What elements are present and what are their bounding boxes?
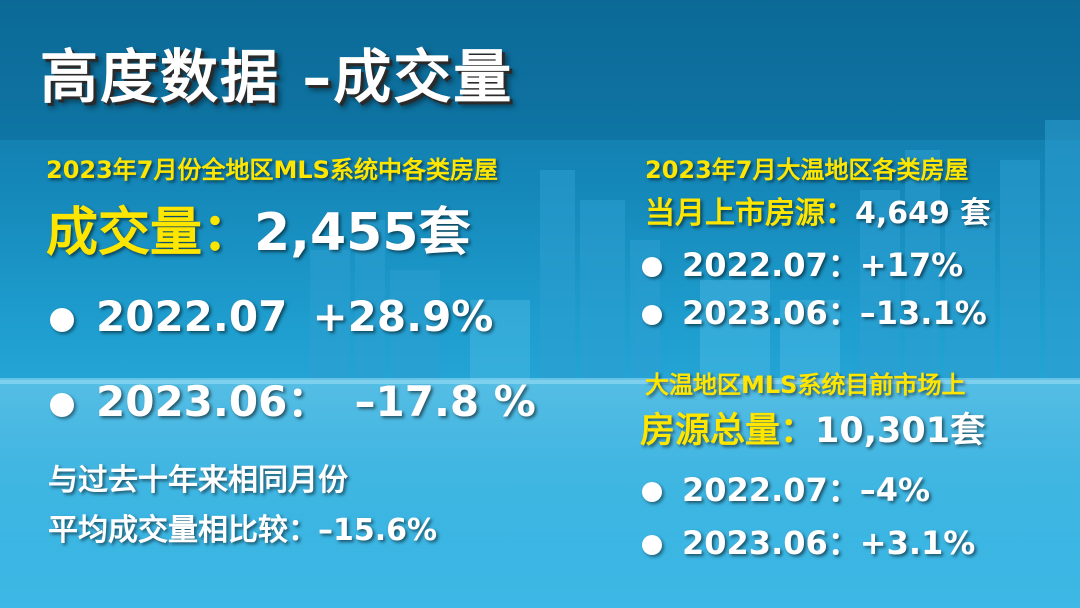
- left-intro-text: 2023年7月份全地区MLS系统中各类房屋: [46, 156, 498, 184]
- left-item-date: 2022.07: [96, 292, 288, 341]
- bullet-dot-icon: [642, 257, 662, 277]
- right-top-intro-text: 2023年7月大温地区各类房屋: [645, 156, 969, 184]
- new-listings-value: 4,649 套: [855, 196, 991, 231]
- right-bottom-item-date: 2022.07：: [682, 471, 860, 509]
- compare-label: 平均成交量相比较：: [48, 513, 318, 548]
- compare-value: –15.6%: [318, 513, 438, 548]
- right-top-item-date: 2023.06：: [682, 294, 860, 332]
- right-top-item-change: +17%: [859, 246, 964, 284]
- right-top-item-row: 2023.06：–13.1%: [642, 288, 987, 334]
- right-top-item-change: –13.1%: [859, 294, 987, 332]
- total-listings-headline: 房源总量：10,301套: [640, 402, 985, 453]
- bullet-dot-icon: [50, 392, 74, 417]
- left-item-change: +28.9%: [312, 292, 494, 341]
- right-bottom-item-row: 2022.07：–4%: [642, 465, 930, 511]
- bullet-dot-icon: [642, 305, 662, 325]
- left-item-row: 2023.06： –17.8 %: [50, 368, 536, 429]
- left-item-date: 2023.06：: [96, 377, 330, 426]
- compare-line-1: 与过去十年来相同月份: [48, 463, 348, 498]
- right-bottom-item-change: –4%: [859, 471, 931, 509]
- sales-volume-label: 成交量：: [46, 203, 255, 263]
- new-listings-headline: 当月上市房源：4,649 套: [645, 188, 990, 232]
- right-top-item-row: 2022.07：+17%: [642, 240, 963, 286]
- bullet-dot-icon: [50, 307, 74, 332]
- right-bottom-item-change: +3.1%: [859, 524, 976, 562]
- right-top-item-date: 2022.07：: [682, 246, 860, 284]
- right-bottom-intro-text: 大温地区MLS系统目前市场上: [645, 371, 966, 399]
- left-item-change: –17.8 %: [354, 377, 536, 426]
- sales-volume-headline: 成交量：2,455套: [46, 190, 471, 265]
- right-bottom-item-date: 2023.06：: [682, 524, 860, 562]
- sales-volume-value: 2,455套: [254, 203, 471, 263]
- page-title: 高度数据 –成交量: [40, 43, 514, 111]
- right-bottom-item-row: 2023.06：+3.1%: [642, 518, 975, 564]
- total-listings-label: 房源总量：: [640, 411, 816, 451]
- new-listings-label: 当月上市房源：: [645, 196, 855, 231]
- left-item-row: 2022.07 +28.9%: [50, 292, 493, 341]
- bullet-dot-icon: [642, 535, 662, 555]
- compare-line-2: 平均成交量相比较：–15.6%: [48, 505, 437, 549]
- total-listings-value: 10,301套: [815, 411, 986, 451]
- bullet-dot-icon: [642, 482, 662, 502]
